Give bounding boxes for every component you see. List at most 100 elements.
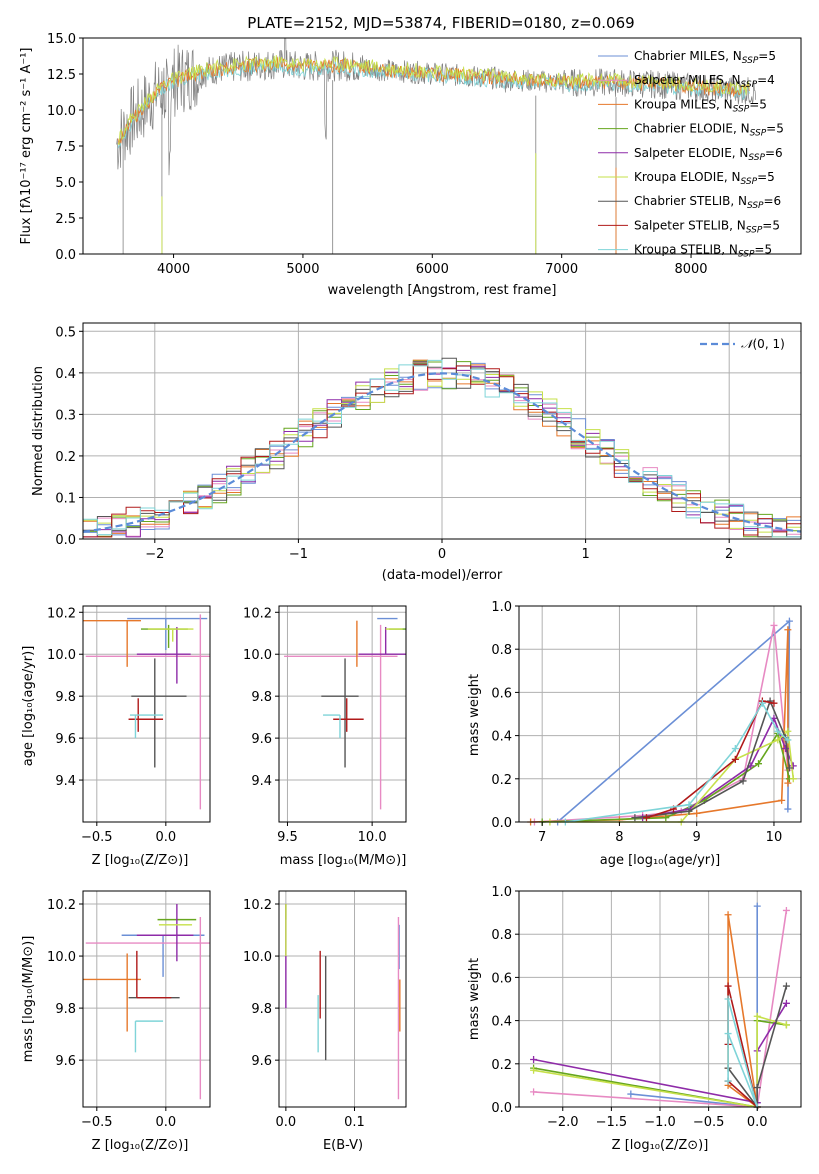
mass-weight-marker <box>627 1090 635 1098</box>
residual-histogram <box>83 362 801 538</box>
mass-vs-metallicity-grid <box>83 891 210 1107</box>
mass_weight_vs_Z-xtick-label: −1.0 <box>644 1115 676 1130</box>
age_vs_mass-xtick-label: 10.0 <box>358 830 387 845</box>
legend-label-part: =4 <box>757 73 775 87</box>
legend-label-part: =6 <box>765 146 783 160</box>
mass-weight-vs-age-xlabel: age [log₁₀(age/yr)] <box>600 853 721 868</box>
mass_vs_ebv-xtick-label: 0.1 <box>344 1115 365 1130</box>
spectrum-ytick-label: 15.0 <box>47 32 76 47</box>
gaussian-legend-label: 𝒩(0, 1) <box>741 337 785 351</box>
legend-label-part: Chabrier STELIB, N <box>634 194 747 208</box>
model-spectrum <box>117 54 750 146</box>
mass-weight-marker <box>784 727 792 735</box>
mass-vs-extinction-panel: 0.0 0.1 9.6 9.8 10.0 10.2 E(B-V) <box>243 890 407 1153</box>
legend-label-sub: SSP <box>742 56 759 66</box>
mass_vs_ebv-ytick-label: 10.2 <box>243 898 272 913</box>
spectrum-xtick-label: 4000 <box>157 262 190 277</box>
mass-weight-marker <box>755 760 763 768</box>
mass-weight-line <box>542 731 791 823</box>
legend-label-sub: SSP <box>747 201 764 211</box>
legend-label: Kroupa STELIB, NSSP=5 <box>634 243 772 260</box>
spectrum-ticks: 4000 5000 6000 7000 8000 0.0 2.5 5.0 7.5 10.0 12.5… <box>47 32 708 277</box>
age-vs-metallicity-panel: −0.5 0.0 9.4 9.6 9.8 10.0 10.2 Z [log₁₀(Z/Z⊙)]… <box>21 605 211 868</box>
mass-weight-line <box>634 698 791 819</box>
legend-label: Chabrier STELIB, NSSP=6 <box>634 194 781 211</box>
mass-weight-marker <box>662 814 670 822</box>
legend-label-part: Kroupa MILES, N <box>634 97 733 111</box>
age_vs_mass-xtick-label: 9.5 <box>277 830 298 845</box>
mass_weight_vs_age-xtick-label: 9 <box>693 830 701 845</box>
mass-weight-marker <box>753 1084 761 1092</box>
mass-weight-marker <box>766 697 774 705</box>
legend-label-part: =5 <box>762 218 780 232</box>
residuals-series <box>82 357 802 538</box>
residuals-ytick-label: 0.2 <box>55 450 76 465</box>
legend-label-sub: SSP <box>738 250 755 260</box>
age-vs-metallicity-ylabel: age [log₁₀(age/yr)] <box>21 646 36 767</box>
mass-vs-metallicity-ticks: −0.5 0.0 9.6 9.8 10.0 10.2 <box>47 898 176 1130</box>
mass_weight_vs_age-ytick-label: 0.4 <box>491 730 512 745</box>
mass-weight-marker <box>724 1030 732 1038</box>
mass_weight_vs_age-ytick-label: 0.0 <box>491 816 512 831</box>
mass_weight_vs_Z-ytick-label: 0.6 <box>491 971 512 986</box>
legend-label-part: Chabrier ELODIE, N <box>634 122 750 136</box>
legend-label-part: Chabrier MILES, N <box>634 49 742 63</box>
mass-weight-marker <box>782 1021 790 1029</box>
mass-vs-metallicity-errorbars <box>83 904 210 1100</box>
age-vs-metallicity-frame <box>82 605 211 823</box>
model-spectrum <box>117 57 750 145</box>
legend-label-part: =5 <box>749 97 767 111</box>
age_vs_mass-ytick-label: 9.6 <box>251 732 272 747</box>
mass_vs_ebv-xtick-label: 0.0 <box>276 1115 297 1130</box>
residuals-ticks: −2 −1 0 1 2 0.0 0.1 0.2 0.3 0.4 0.5 <box>55 325 733 562</box>
mass-weight-marker <box>685 801 693 809</box>
mass_vs_ebv-ytick-label: 10.0 <box>243 950 272 965</box>
mass-weight-marker <box>530 1066 538 1074</box>
mass-vs-extinction-ticks: 0.0 0.1 9.6 9.8 10.0 10.2 <box>243 898 365 1130</box>
mass-vs-metallicity-panel: −0.5 0.0 9.6 9.8 10.0 10.2 Z [log₁₀(Z/Z⊙)] ma… <box>21 890 211 1153</box>
mass-weight-marker <box>774 736 782 744</box>
mass_weight_vs_Z-xtick-label: 0.0 <box>747 1115 768 1130</box>
legend-label-part: =5 <box>766 122 784 136</box>
spectrum-series <box>116 38 757 254</box>
residuals-ytick-label: 0.0 <box>55 533 76 548</box>
legend-label-sub: SSP <box>741 80 758 90</box>
mass_weight_vs_Z-ytick-label: 0.8 <box>491 928 512 943</box>
legend-label: Salpeter ELODIE, NSSP=6 <box>634 146 783 163</box>
residuals-ytick-label: 0.1 <box>55 491 76 506</box>
spectrum-ylabel: Flux [fλ10⁻¹⁷ erg cm⁻² s⁻¹ A⁻¹] <box>19 48 34 245</box>
mass-weight-marker <box>693 809 701 817</box>
legend-label: Salpeter STELIB, NSSP=5 <box>634 218 780 235</box>
age-vs-mass-grid <box>279 606 406 822</box>
legend-label: Kroupa MILES, NSSP=5 <box>634 97 767 114</box>
age-vs-mass-xlabel: mass [log₁₀(M/M⊙)] <box>280 853 407 868</box>
residuals-ytick-label: 0.3 <box>55 408 76 423</box>
mass_weight_vs_age-ytick-label: 1.0 <box>491 600 512 615</box>
residuals-legend: 𝒩(0, 1) <box>700 337 785 351</box>
mass_weight_vs_Z-xtick-label: −0.5 <box>693 1115 725 1130</box>
mass-weight-vs-age-ticks: 7 8 9 10 0.0 0.2 0.4 0.6 0.8 1.0 <box>491 600 782 845</box>
mass-weight-vs-age-grid <box>519 605 801 823</box>
age_vs_Z-xtick-label: 0.0 <box>155 830 176 845</box>
spectrum-panel: PLATE=2152, MJD=53874, FIBERID=0180, z=0… <box>19 14 802 298</box>
mass-weight-vs-metallicity-lines <box>530 902 790 1111</box>
spectrum-xtick-label: 6000 <box>416 262 449 277</box>
residuals-ytick-label: 0.4 <box>55 367 76 382</box>
mass_weight_vs_age-ytick-label: 0.2 <box>491 773 512 788</box>
spectrum-ytick-label: 2.5 <box>55 212 76 227</box>
mass_vs_ebv-ytick-label: 9.8 <box>251 1002 272 1017</box>
mass-weight-line <box>630 906 758 1108</box>
mass_vs_Z-ytick-label: 10.2 <box>47 898 76 913</box>
age_vs_Z-xtick-label: −0.5 <box>81 830 113 845</box>
mass-weight-marker <box>782 999 790 1007</box>
mass-weight-marker <box>784 736 792 744</box>
mass_vs_Z-xtick-label: −0.5 <box>81 1115 113 1130</box>
mass-weight-marker <box>789 762 797 770</box>
residuals-xtick-label: 2 <box>725 547 733 562</box>
mass-weight-vs-metallicity-xlabel: Z [log₁₀(Z/Z⊙)] <box>612 1138 709 1153</box>
mass-weight-marker <box>753 902 761 910</box>
spectrum-ytick-label: 10.0 <box>47 104 76 119</box>
mass-weight-line <box>533 1015 787 1108</box>
mass-weight-marker <box>774 727 782 735</box>
mass-weight-marker <box>631 814 639 822</box>
